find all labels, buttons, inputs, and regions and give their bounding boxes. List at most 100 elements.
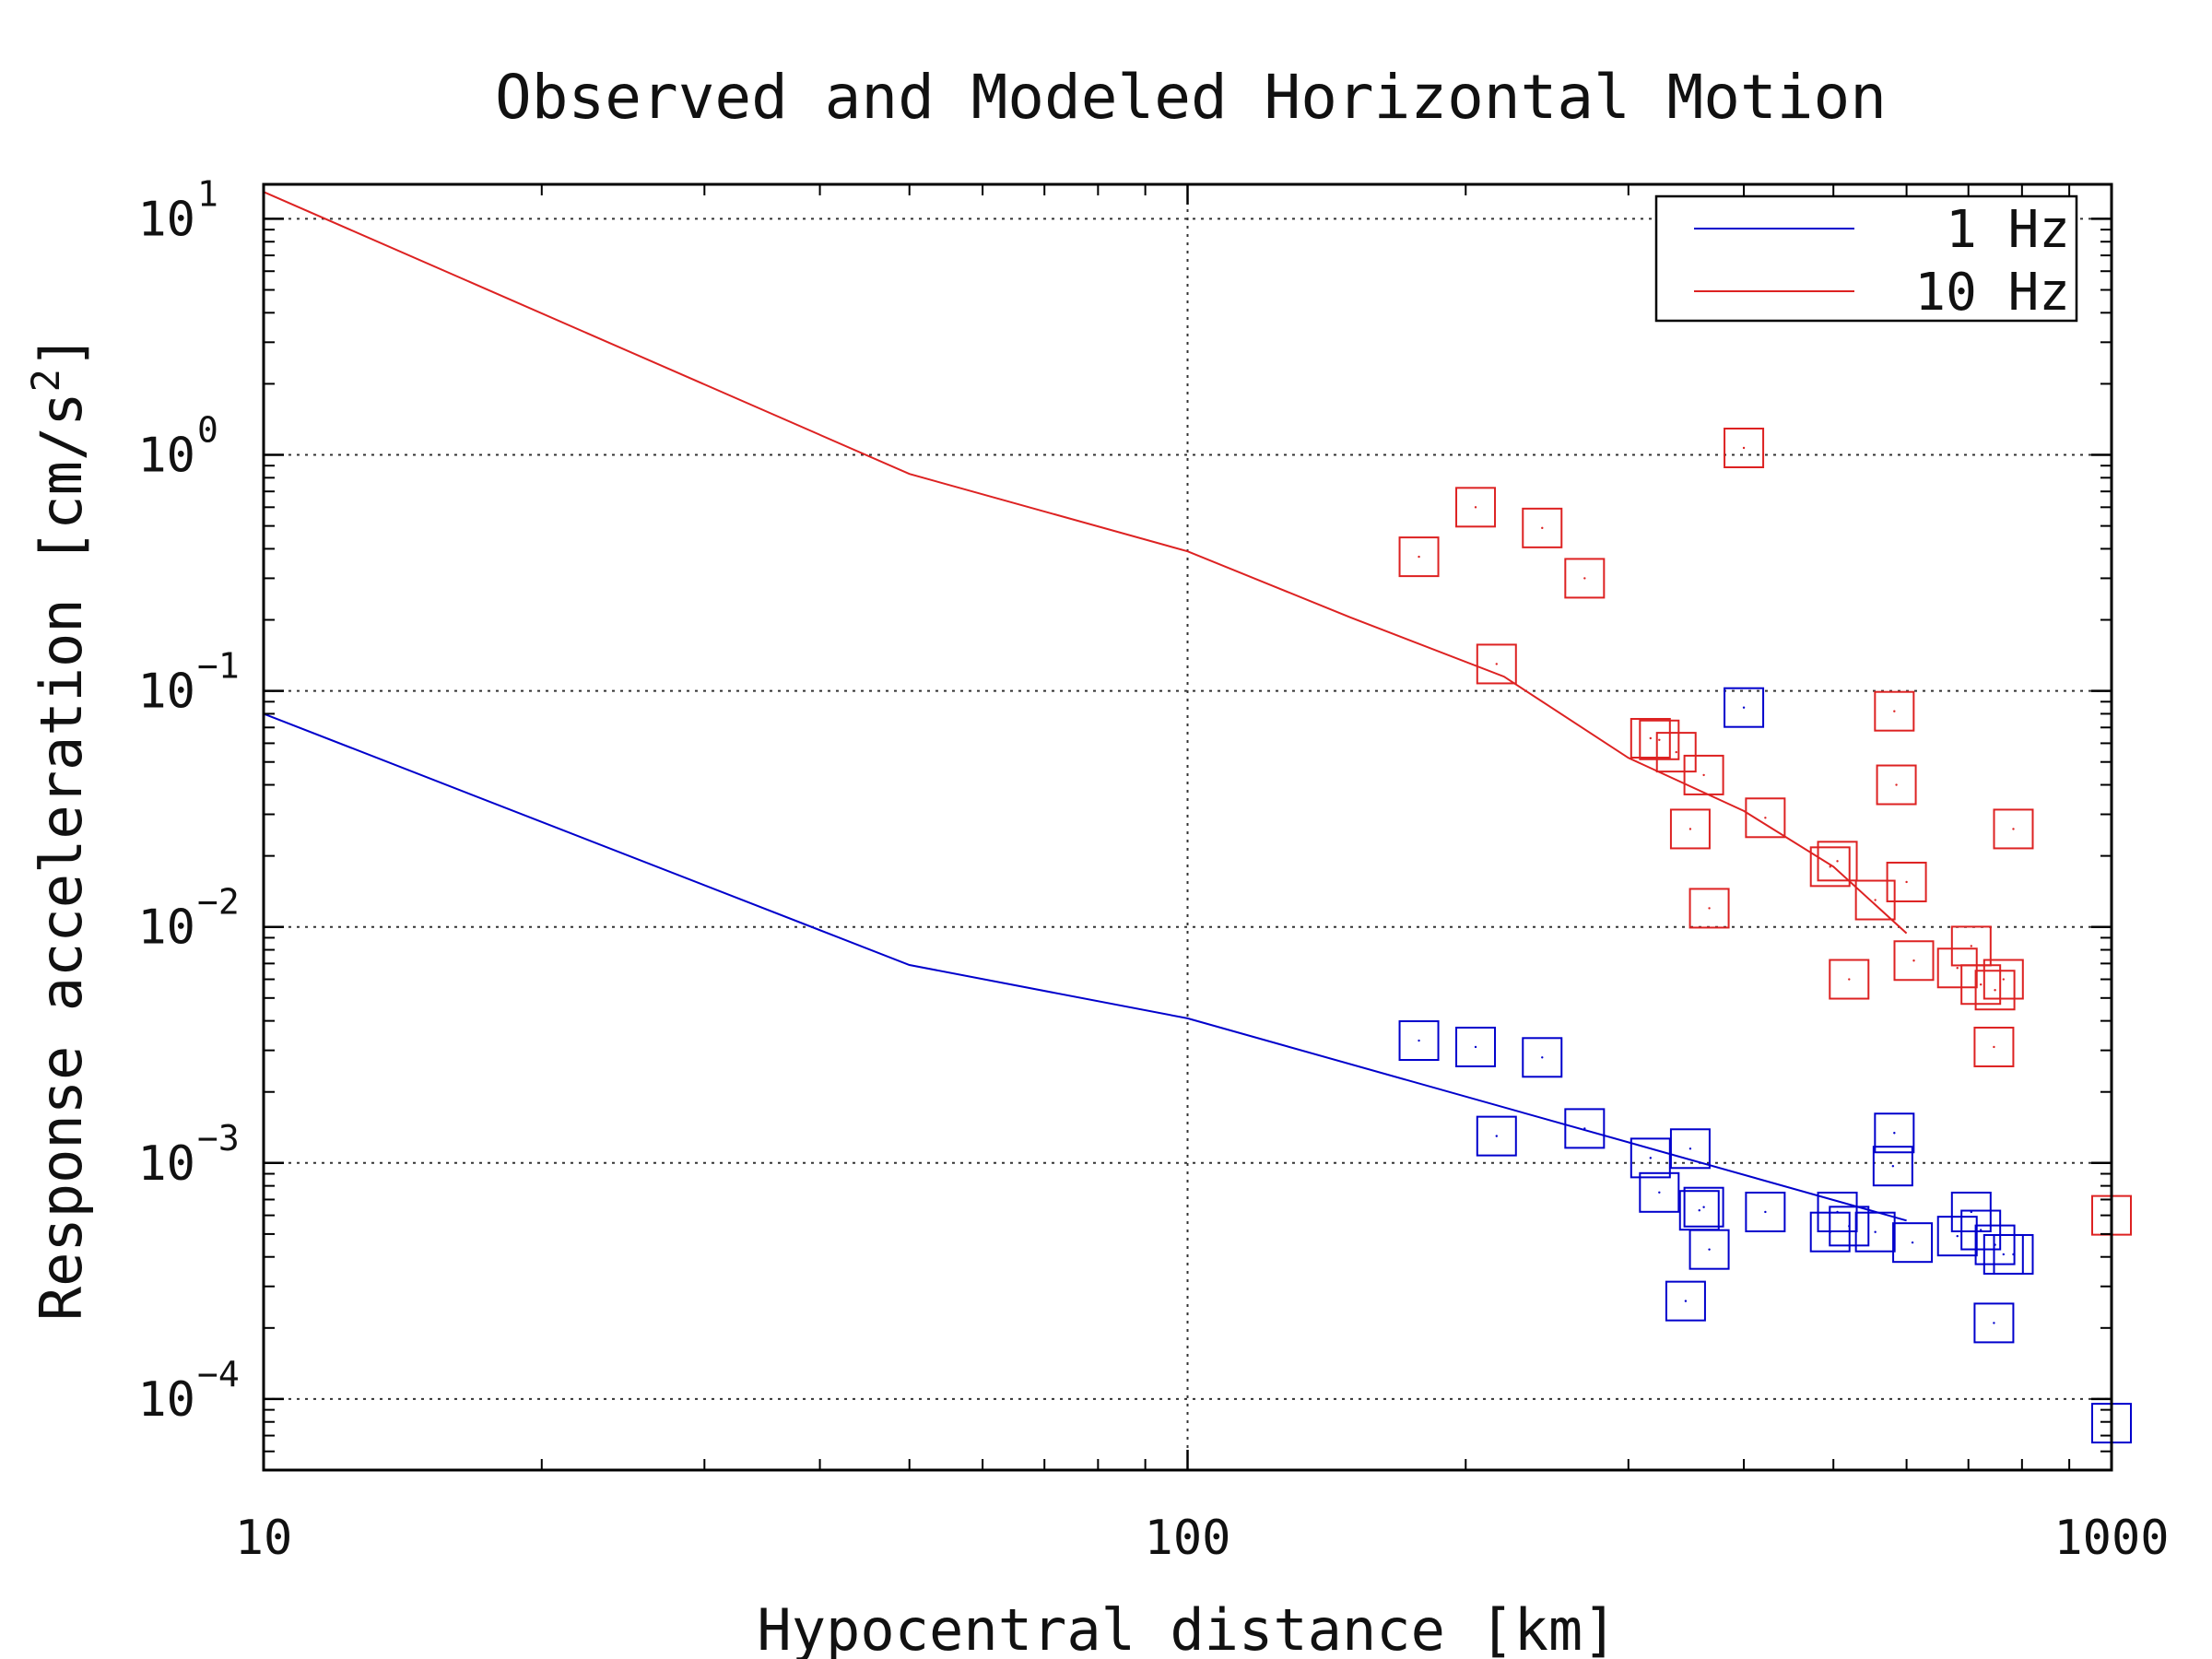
data-point-center xyxy=(1893,1132,1896,1135)
data-point xyxy=(1872,1146,1913,1187)
data-point-center xyxy=(1708,907,1711,910)
data-point xyxy=(1936,947,1978,989)
y-tick-exponent: 0 xyxy=(197,410,218,451)
data-point-center xyxy=(2012,828,2015,830)
data-point-center xyxy=(1495,663,1498,665)
data-point-center xyxy=(1649,1157,1653,1159)
data-point xyxy=(1874,690,1915,732)
y-tick-label: 10 xyxy=(137,1372,195,1428)
data-point xyxy=(1476,1115,1517,1157)
y-tick-exponent: −1 xyxy=(197,646,240,687)
data-point-center xyxy=(1658,738,1661,741)
data-point xyxy=(1398,536,1440,578)
y-tick-exponent: −4 xyxy=(197,1354,240,1394)
y-tick-exponent: 1 xyxy=(197,173,218,214)
data-point xyxy=(1876,764,1917,806)
data-point xyxy=(1745,1191,1786,1232)
data-point xyxy=(1745,797,1786,839)
data-point xyxy=(1960,1209,2002,1251)
data-point-center xyxy=(1684,1300,1688,1302)
data-point-center xyxy=(1742,706,1746,709)
data-point xyxy=(1950,1191,1992,1232)
data-point-center xyxy=(1708,1248,1711,1251)
data-point xyxy=(1974,1224,2016,1265)
data-point-center xyxy=(1891,1164,1895,1168)
legend-label: 1 Hz xyxy=(1946,200,2070,260)
data-point xyxy=(1564,1108,1606,1149)
data-point xyxy=(1983,959,2024,1000)
data-point xyxy=(1936,1216,1978,1257)
data-point xyxy=(1639,1171,1680,1213)
data-point-center xyxy=(1649,736,1653,740)
data-point-center xyxy=(1688,828,1692,830)
data-point-center xyxy=(1979,983,1983,986)
data-point xyxy=(1398,1020,1440,1062)
data-point xyxy=(1829,1206,1870,1247)
data-point xyxy=(1455,1026,1497,1067)
data-point-center xyxy=(1764,817,1767,819)
data-point xyxy=(1809,846,1851,888)
legend-box xyxy=(1654,194,2078,323)
data-point xyxy=(1973,1026,2015,1067)
data-point xyxy=(1817,841,1858,882)
data-point-center xyxy=(1848,1225,1851,1228)
data-point xyxy=(1974,970,2016,1011)
chart-title: Observed and Modeled Horizontal Motion xyxy=(495,62,1887,133)
data-point-center xyxy=(1583,1127,1586,1130)
data-point-center xyxy=(2012,1253,2015,1256)
data-point xyxy=(1522,507,1563,548)
x-axis-label: Hypocentral distance [km] xyxy=(757,1596,1617,1659)
data-point-center xyxy=(1895,783,1898,786)
y-tick-label: 10 xyxy=(137,900,195,956)
data-point xyxy=(1639,719,1680,760)
data-point-center xyxy=(1956,967,1959,970)
series-10hz xyxy=(263,191,2132,1236)
data-point xyxy=(1455,487,1497,528)
data-point xyxy=(1724,427,1765,468)
data-point-center xyxy=(1418,555,1420,559)
data-point xyxy=(1522,1037,1563,1078)
data-point xyxy=(1669,1128,1711,1170)
data-point-center xyxy=(1994,989,1996,992)
data-point-center xyxy=(1956,1234,1959,1238)
legend-label: 10 Hz xyxy=(1914,263,2070,323)
model-line xyxy=(263,712,1907,1222)
data-point-center xyxy=(1993,1045,1995,1049)
data-point xyxy=(1893,940,1935,982)
y-tick-exponent: −2 xyxy=(197,882,240,923)
data-point xyxy=(1564,558,1606,599)
data-point-center xyxy=(1541,1056,1544,1059)
data-point xyxy=(1655,732,1697,773)
data-point-center xyxy=(1474,506,1477,509)
y-tick-label: 10 xyxy=(137,429,195,484)
data-point xyxy=(1688,1229,1730,1270)
data-point-center xyxy=(1688,1147,1692,1150)
y-tick-exponent: −3 xyxy=(197,1118,240,1159)
data-point xyxy=(1683,754,1724,795)
data-point xyxy=(1476,643,1517,685)
data-point-center xyxy=(1829,865,1831,868)
data-point-center xyxy=(1874,1230,1877,1233)
model-line xyxy=(263,191,1908,935)
data-point-center xyxy=(1836,1210,1839,1214)
data-point-center xyxy=(1541,526,1544,530)
data-point xyxy=(1829,959,1870,1000)
data-point xyxy=(1688,888,1730,929)
plot-series xyxy=(263,191,2132,1444)
grid xyxy=(264,184,2112,1470)
x-tick-label: 1000 xyxy=(2053,1511,2169,1566)
data-point xyxy=(1854,1211,1896,1253)
data-point-center xyxy=(1675,750,1677,754)
data-point-center xyxy=(1848,978,1851,981)
data-point-center xyxy=(1893,710,1896,712)
data-point-center xyxy=(1702,1206,1705,1208)
data-point-center xyxy=(1495,1135,1498,1137)
data-point xyxy=(1724,687,1765,728)
data-point xyxy=(1669,808,1711,850)
y-axis-label: Response acceleration [cm/s2] xyxy=(23,335,95,1321)
data-point-center xyxy=(2002,978,2006,981)
data-point xyxy=(1665,1280,1706,1322)
